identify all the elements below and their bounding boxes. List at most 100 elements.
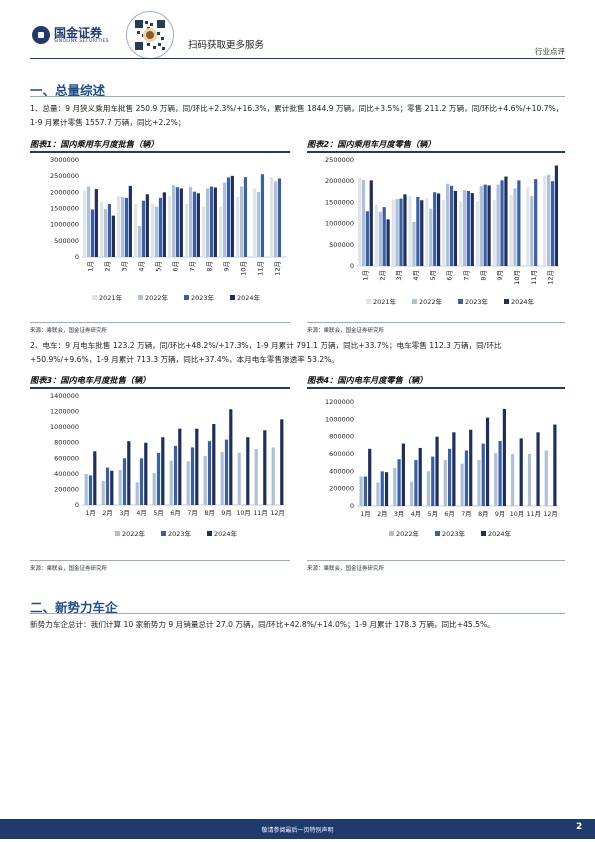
x-tick-label: 8月 [478,510,488,518]
chart-title-fig1: 图表1：国内乘用车月度批售（辆） [30,139,159,149]
paragraph-total: 1、总量：9 月狭义乘用车批售 250.9 万辆，同/环比+2.3%/+16.3… [30,104,564,127]
chart-bar [280,419,284,505]
chart-bar [453,190,458,266]
chart-bar [369,180,373,266]
y-tick-label: 1200000 [50,408,79,416]
x-tick-label: 3月 [119,509,129,517]
chart-bar [470,193,474,266]
chart-bar [229,409,233,505]
source-note: 来源：乘联会，国金证券研究所 [30,328,108,334]
chart-bar [460,463,464,506]
legend-label: 2023年 [191,293,215,302]
chart-bar [513,188,517,266]
chart-bar [162,192,166,257]
legend-swatch [115,531,120,536]
chart-bar [220,452,224,505]
chart-bar [171,185,176,257]
x-tick-label: 5月 [429,270,437,281]
chart-bar [477,460,481,506]
chart-bar [173,445,178,505]
legend-swatch [389,531,394,536]
chart-bar [230,175,234,257]
legend-label: 2023年 [168,529,192,538]
chart-bar [107,203,112,257]
y-tick-label: 800000 [329,433,354,441]
x-tick-label: 10月 [240,261,248,276]
x-tick-label: 11月 [530,270,538,285]
legend-swatch [161,531,166,536]
y-tick-label: 400000 [329,467,354,475]
x-tick-label: 3月 [395,270,403,281]
chart-bar [517,180,521,266]
chart-bar [365,211,369,266]
legend-swatch [412,299,417,304]
x-tick-label: 8月 [204,509,214,517]
chart-bar [207,441,212,505]
chart-bar [554,165,559,266]
x-tick-label: 4月 [138,261,146,272]
chart-bar [462,190,467,266]
chart-bar [213,187,217,257]
chart-bar [260,174,265,257]
chart-bar [492,199,496,266]
chart-bar [363,476,368,506]
chart-bar [205,188,210,257]
paragraph-new-forces: 新势力车企总计：我们计算 10 家新势力 9 月销量总计 27.0 万辆，同/环… [30,620,495,629]
chart-bar [188,186,193,257]
legend-swatch [481,531,486,536]
y-tick-label: 800000 [54,439,79,447]
chart-bar [550,181,555,266]
y-tick-label: 2500000 [50,172,79,180]
y-tick-label: 0 [75,253,79,261]
chart-bar [127,441,131,505]
chart-bar [100,202,104,257]
chart-bar [553,424,557,506]
legend-swatch [92,295,97,300]
chart-bar [271,447,275,505]
chart-bar [120,196,125,257]
x-tick-label: 7月 [189,261,197,272]
x-tick-label: 8月 [479,270,487,281]
y-tick-label: 1000000 [50,221,79,229]
chart-bar [134,203,138,257]
page-number: 2 [576,822,583,832]
qr-code-icon[interactable] [126,11,174,59]
chart-bar [209,186,214,257]
brand-name-en: SINOLINK SECURITIES [54,39,109,44]
x-tick-label: 7月 [461,510,471,518]
chart-bar [496,184,500,266]
y-tick-label: 500000 [54,237,79,245]
y-tick-label: 600000 [54,454,79,462]
chart-bar [179,188,183,257]
chart-bar [239,186,244,257]
source-note: 来源：乘联会，国金证券研究所 [307,566,385,572]
chart-bar [137,225,142,257]
legend-label: 2024年 [214,529,238,538]
chart-bar [361,179,366,266]
x-tick-label: 1月 [87,261,95,272]
chart-bar [368,448,372,506]
legend-label: 2022年 [122,529,146,538]
legend-label: 2024年 [511,297,535,306]
y-tick-label: 2000000 [50,188,79,196]
chart-bar [103,209,108,257]
x-tick-label: 10月 [510,510,524,518]
chart-bar [437,193,441,266]
chart-bar [414,460,418,506]
y-tick-label: 200000 [329,485,354,493]
legend-swatch [366,299,371,304]
chart-bar [122,458,127,505]
x-tick-label: 11月 [527,510,541,518]
chart-bar [203,455,207,505]
x-tick-label: 9月 [221,509,231,517]
x-tick-label: 12月 [547,270,555,285]
legend-swatch [230,295,235,300]
x-tick-label: 4月 [412,270,420,281]
y-tick-label: 1200000 [325,398,354,406]
source-divider [307,322,565,323]
chart-bar [273,181,278,257]
chart-fig1-passenger-wholesale: 0 500000 1000000 1500000 2000000 2500000 30000… [50,156,286,302]
chart-bar [527,454,532,506]
x-tick-label: 3月 [394,510,404,518]
chart-bar [412,221,416,266]
